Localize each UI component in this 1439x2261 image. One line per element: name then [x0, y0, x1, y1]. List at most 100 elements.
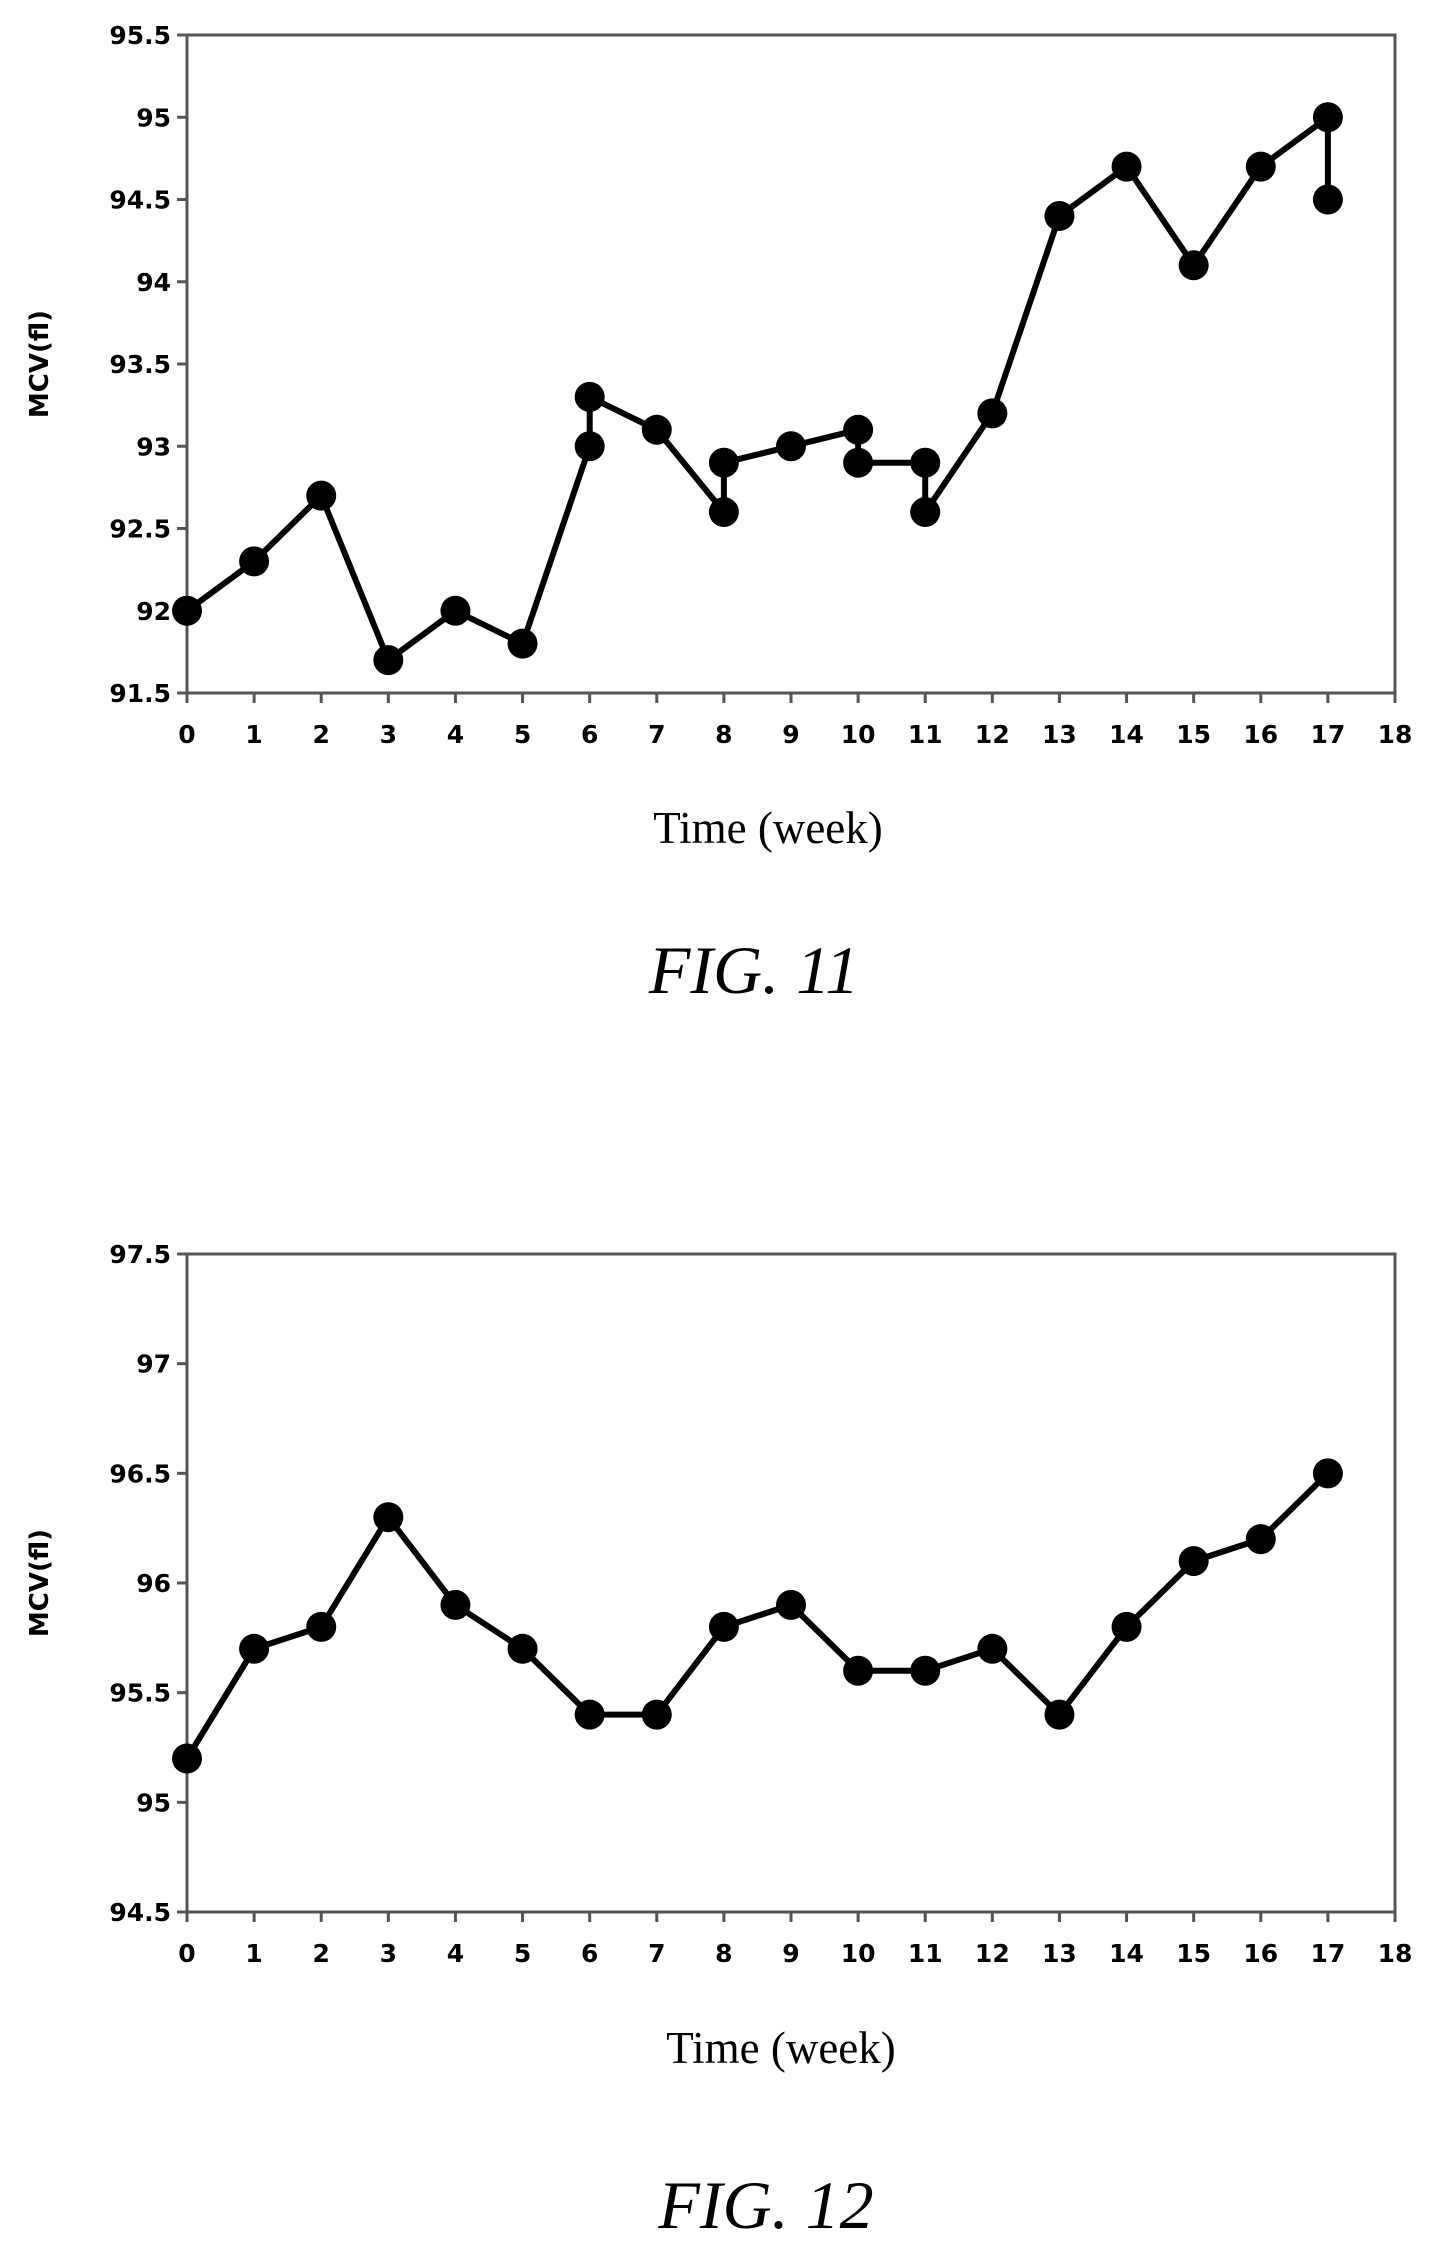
y-tick-label: 93.5	[109, 350, 171, 379]
x-tick-label: 4	[447, 720, 464, 749]
x-tick-label: 1	[245, 720, 262, 749]
figure-caption: FIG. 11	[648, 932, 859, 1008]
data-series	[172, 102, 1343, 676]
x-axis-title: Time (week)	[666, 2023, 896, 2073]
y-axis-title: MCV(fl)	[25, 1529, 55, 1637]
data-point	[1178, 250, 1209, 281]
x-tick-label: 6	[581, 1939, 598, 1968]
data-point	[172, 595, 202, 626]
x-tick-label: 4	[447, 1939, 464, 1968]
y-tick-label: 92.5	[109, 515, 171, 544]
x-tick-label: 11	[908, 1939, 943, 1968]
data-point	[239, 1633, 270, 1664]
data-point	[1044, 200, 1075, 231]
data-point	[977, 1633, 1008, 1664]
y-tick-label: 96	[136, 1569, 171, 1598]
x-tick-label: 13	[1042, 720, 1077, 749]
x-tick-label: 3	[380, 1939, 397, 1968]
data-point	[1178, 1546, 1209, 1577]
data-point	[440, 595, 471, 626]
x-tick-label: 3	[380, 720, 397, 749]
x-tick-label: 9	[782, 720, 799, 749]
y-tick-label: 95.5	[109, 21, 171, 50]
x-tick-label: 12	[975, 720, 1010, 749]
data-point	[1044, 1699, 1075, 1730]
y-tick-label: 96.5	[109, 1459, 171, 1488]
data-point	[239, 546, 270, 577]
data-point	[1245, 1524, 1276, 1555]
y-tick-label: 94.5	[109, 186, 171, 215]
y-tick-label: 91.5	[109, 679, 171, 708]
data-point	[1312, 1458, 1343, 1489]
x-tick-label: 15	[1176, 1939, 1211, 1968]
data-point	[843, 447, 874, 478]
x-tick-label: 1	[245, 1939, 262, 1968]
x-tick-label: 18	[1378, 1939, 1413, 1968]
x-tick-label: 7	[648, 1939, 665, 1968]
data-point	[708, 447, 739, 478]
x-tick-label: 10	[841, 1939, 876, 1968]
x-axis-ticks: 0 1 2 3 4 5 6 7 8 9 10 11 12 13 14 15 16 17 18	[178, 693, 1412, 749]
data-point	[776, 1589, 806, 1620]
data-point	[1111, 1611, 1142, 1642]
data-point	[1312, 184, 1343, 215]
data-point	[910, 1655, 941, 1686]
data-series	[172, 1458, 1343, 1774]
data-point	[373, 645, 404, 676]
y-tick-label: 94	[136, 268, 171, 297]
data-point	[306, 480, 337, 511]
x-tick-label: 8	[715, 1939, 732, 1968]
y-tick-label: 95.5	[109, 1679, 171, 1708]
x-tick-label: 0	[178, 720, 195, 749]
data-point	[776, 431, 806, 462]
x-tick-label: 5	[514, 720, 531, 749]
data-point	[977, 398, 1008, 429]
x-tick-label: 13	[1042, 1939, 1077, 1968]
x-tick-label: 11	[908, 720, 943, 749]
y-axis-title: MCV(fl)	[25, 310, 55, 418]
data-point	[641, 414, 672, 445]
x-tick-label: 14	[1109, 720, 1144, 749]
x-tick-label: 14	[1109, 1939, 1144, 1968]
y-tick-label: 95	[136, 103, 171, 132]
x-tick-label: 18	[1378, 720, 1413, 749]
data-point	[373, 1502, 404, 1533]
data-point	[1312, 102, 1343, 133]
x-axis-title: Time (week)	[653, 803, 883, 853]
y-axis-ticks: 94.5 95 95.5 96 96.5 97 97.5	[109, 1240, 187, 1927]
data-point	[708, 1611, 739, 1642]
x-tick-label: 2	[313, 720, 330, 749]
y-tick-label: 94.5	[109, 1898, 171, 1927]
data-point	[440, 1589, 471, 1620]
y-tick-label: 93	[136, 432, 171, 461]
x-tick-label: 9	[782, 1939, 799, 1968]
y-tick-label: 92	[136, 597, 171, 626]
x-tick-label: 17	[1310, 1939, 1345, 1968]
x-tick-label: 7	[648, 720, 665, 749]
data-point	[574, 431, 605, 462]
y-tick-label: 97	[136, 1350, 171, 1379]
data-point	[843, 1655, 874, 1686]
data-point	[708, 497, 739, 528]
x-tick-label: 10	[841, 720, 876, 749]
data-point	[910, 447, 941, 478]
x-tick-label: 5	[514, 1939, 531, 1968]
y-axis-ticks: 91.5 92 92.5 93 93.5 94 94.5 95 95.5	[109, 21, 187, 708]
x-tick-label: 0	[178, 1939, 195, 1968]
data-point	[574, 1699, 605, 1730]
data-point	[1245, 151, 1276, 182]
data-point	[910, 497, 941, 528]
plot-frame	[185, 1252, 1397, 1914]
series-line	[184, 1471, 1331, 1761]
data-point	[172, 1743, 202, 1774]
x-tick-label: 16	[1243, 1939, 1278, 1968]
series-line	[185, 114, 1331, 664]
data-point	[306, 1611, 337, 1642]
data-point	[574, 381, 605, 412]
x-tick-label: 16	[1243, 720, 1278, 749]
x-tick-label: 8	[715, 720, 732, 749]
data-point	[1111, 151, 1142, 182]
